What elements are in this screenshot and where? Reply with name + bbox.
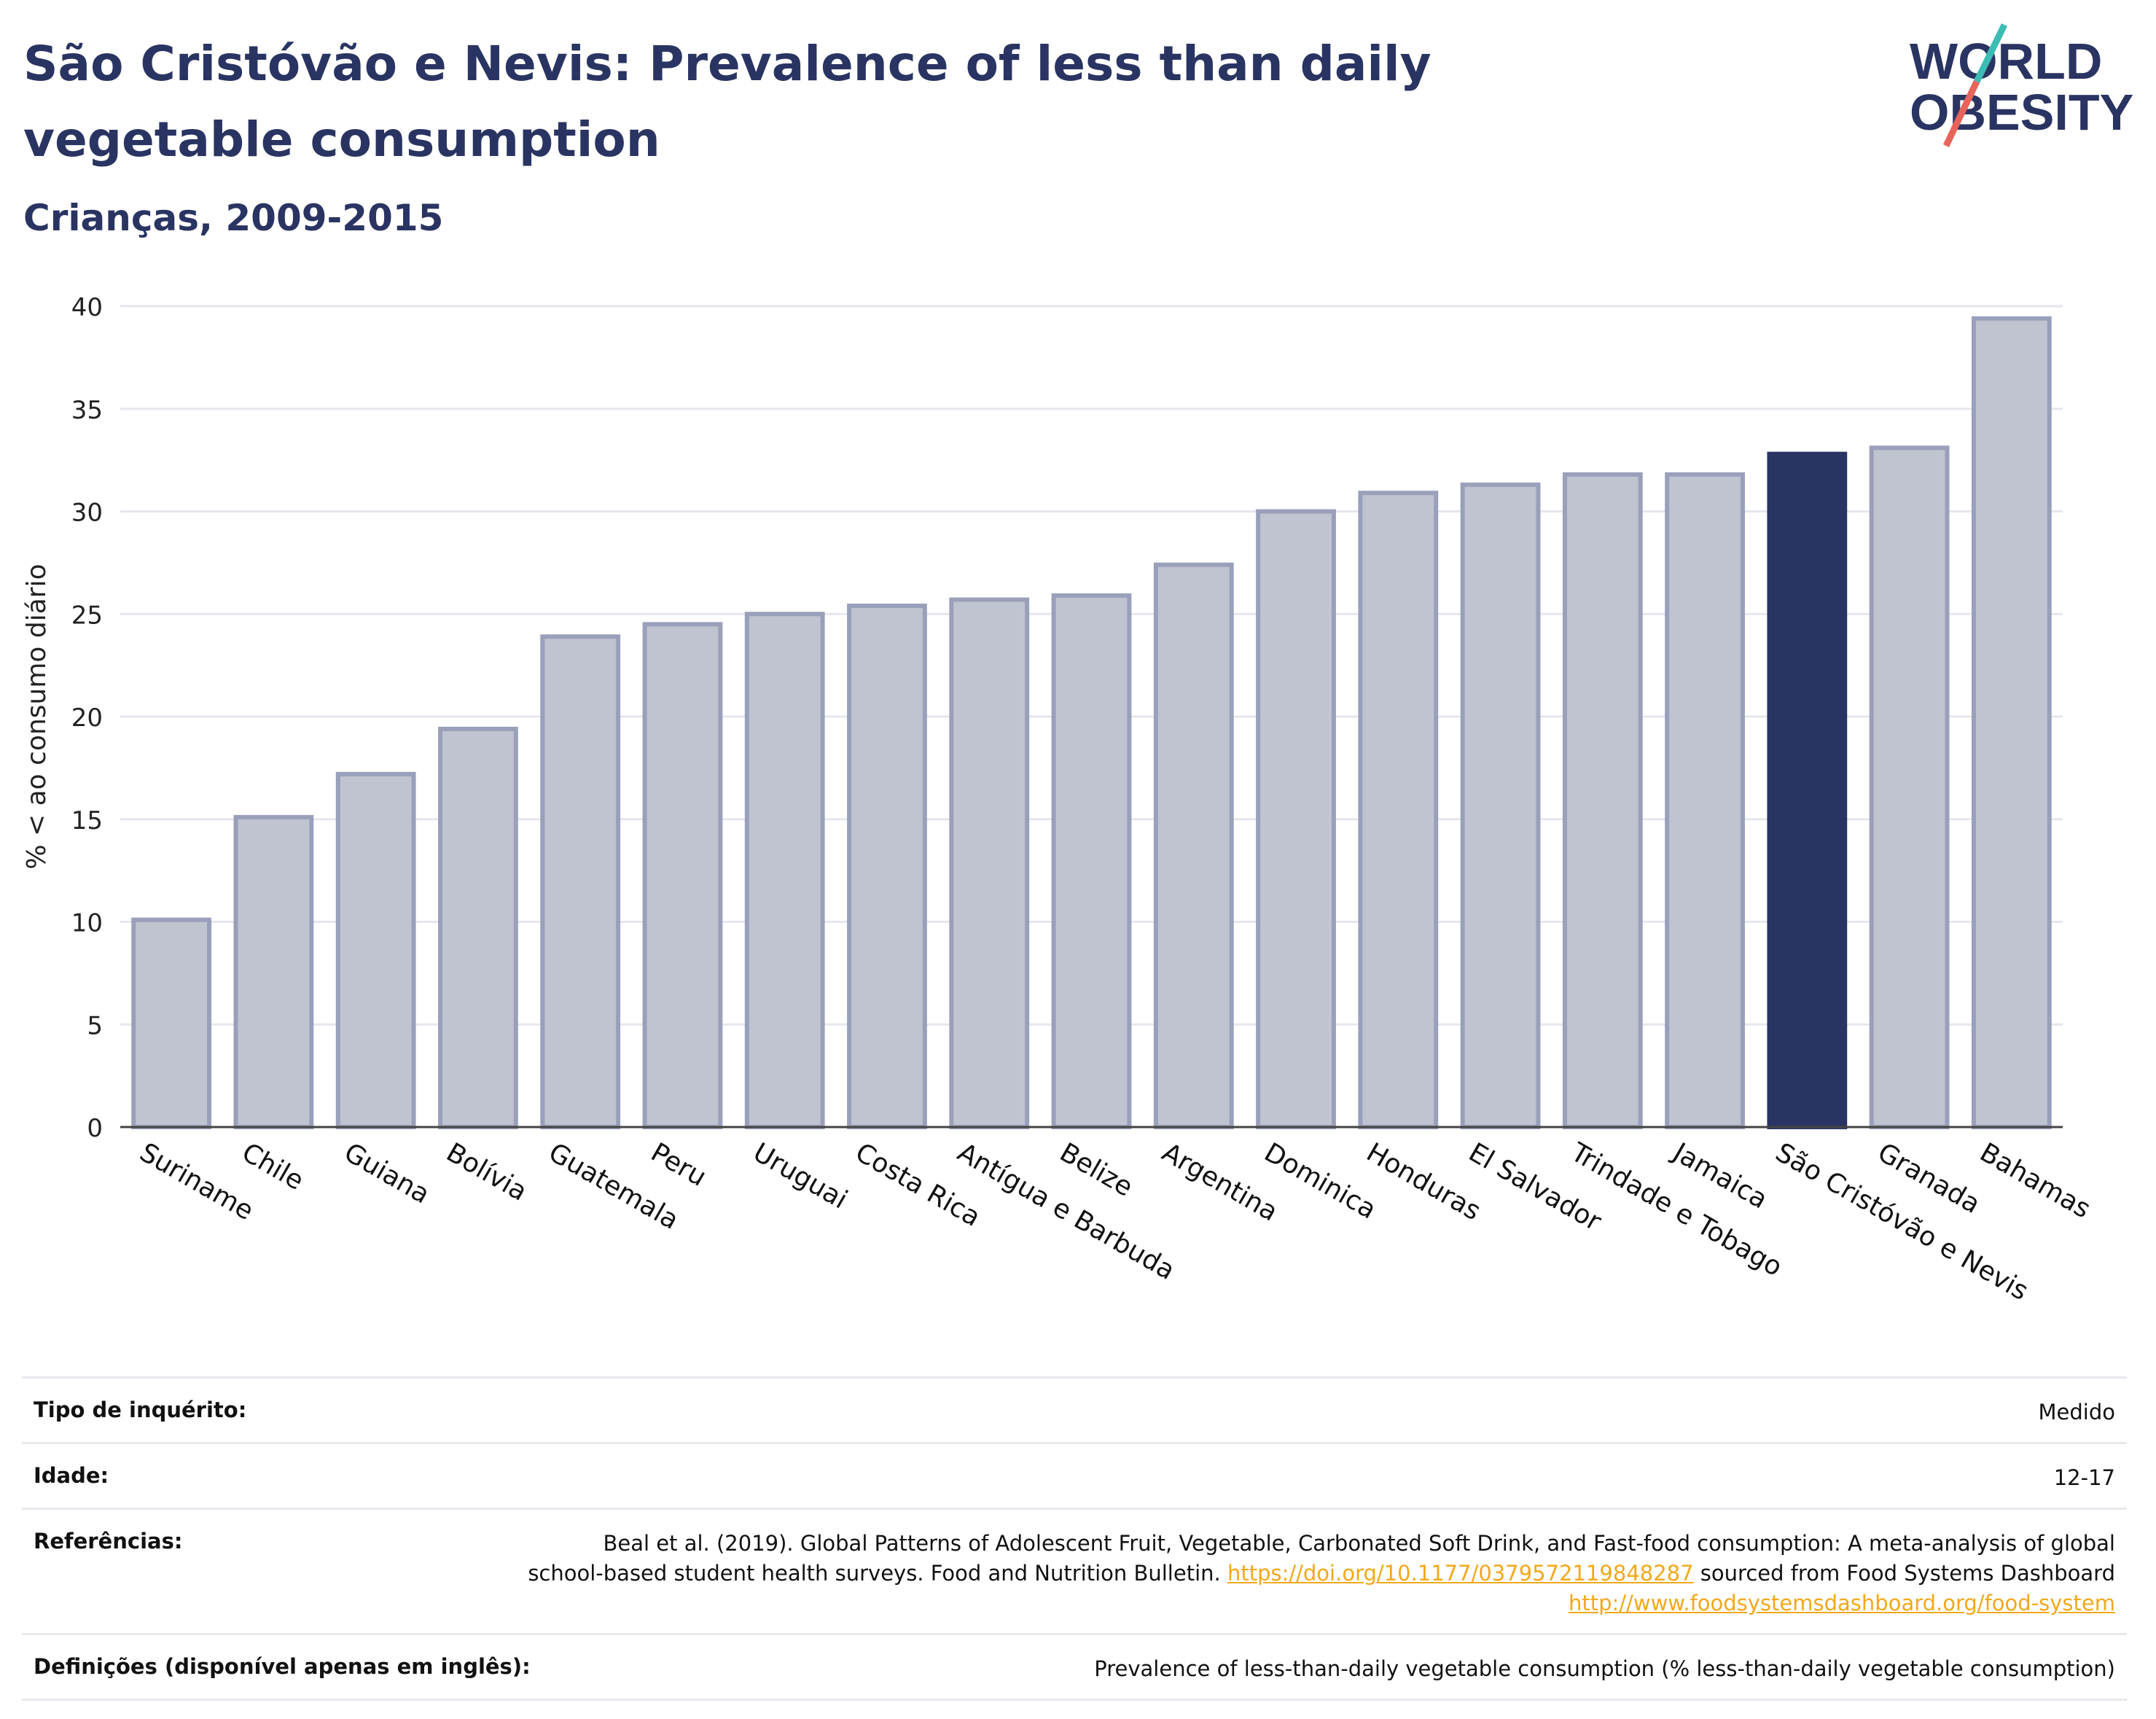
meta-value: 12-17: [2053, 1465, 2115, 1490]
y-tick-label: 15: [71, 806, 103, 835]
bar-costa-rica: [847, 603, 927, 1129]
metadata-table: Tipo de inquérito: Medido Idade: 12-17 R…: [22, 1376, 2127, 1701]
bar-ant-gua-e-barbuda: [949, 597, 1030, 1130]
meta-row-age: Idade: 12-17: [22, 1442, 2127, 1508]
y-tick-label: 20: [71, 703, 103, 733]
bar-jamaica: [1665, 472, 1745, 1129]
x-tick-label: Guiana: [339, 1137, 434, 1209]
bar-guiana: [335, 771, 416, 1129]
chart-bars: [131, 316, 2052, 1130]
logo-line2: OBESITY: [1910, 84, 2133, 141]
x-tick-label: Argentina: [1157, 1137, 1283, 1227]
bar-chile: [233, 814, 314, 1129]
meta-row-survey-type: Tipo de inquérito: Medido: [22, 1376, 2127, 1442]
bar-suriname: [131, 917, 212, 1129]
world-obesity-logo: WORLD OBESITY: [1910, 23, 2133, 147]
y-tick-label: 5: [87, 1011, 103, 1040]
y-tick-label: 10: [71, 909, 103, 938]
y-tick-label: 0: [87, 1114, 103, 1143]
x-tick-label: Suriname: [135, 1137, 259, 1226]
reference-text-mid: sourced from Food Systems Dashboard: [1693, 1561, 2115, 1586]
bar-s-o-crist-v-o-e-nevis: [1767, 451, 1848, 1129]
doi-link[interactable]: https://doi.org/10.1177/0379572119848287: [1227, 1561, 1694, 1586]
meta-row-definitions: Definições (disponível apenas em inglês)…: [22, 1633, 2127, 1701]
bar-dominica: [1256, 509, 1336, 1129]
meta-row-references: Referências: Beal et al. (2019). Global …: [22, 1508, 2127, 1633]
bar-belize: [1051, 593, 1132, 1130]
x-tick-label: Dominica: [1259, 1137, 1381, 1225]
x-tick-label: Bahamas: [1975, 1137, 2096, 1224]
meta-label: Definições (disponível apenas em inglês)…: [34, 1654, 531, 1679]
page-title: São Cristóvão e Nevis: Prevalence of les…: [23, 36, 1432, 168]
dashboard-link[interactable]: http://www.foodsystemsdashboard.org/food…: [1569, 1591, 2115, 1615]
page-subtitle: Crianças, 2009-2015: [23, 197, 444, 239]
logo-line1: WORLD: [1910, 33, 2102, 90]
bar-uruguai: [744, 612, 825, 1129]
bar-bahamas: [1971, 316, 2052, 1129]
x-tick-label: Belize: [1055, 1137, 1138, 1202]
x-tick-label: Uruguai: [748, 1137, 852, 1215]
bar-peru: [642, 622, 723, 1129]
x-tick-label: Peru: [646, 1137, 711, 1193]
meta-value: Prevalence of less-than-daily vegetable …: [1094, 1656, 2115, 1681]
y-tick-label: 35: [71, 396, 103, 425]
y-tick-label: 25: [71, 601, 103, 630]
meta-value-references: Beal et al. (2019). Global Patterns of A…: [526, 1529, 2115, 1618]
bar-el-salvador: [1460, 482, 1541, 1129]
bar-trindade-e-tobago: [1562, 472, 1643, 1129]
x-tick-label: Bolívia: [441, 1137, 532, 1207]
meta-label: Tipo de inquérito:: [34, 1398, 247, 1422]
y-tick-label: 30: [71, 499, 103, 528]
y-tick-label: 40: [71, 293, 103, 322]
x-tick-label: Chile: [237, 1137, 309, 1196]
bar-guatemala: [540, 634, 621, 1129]
y-axis-label: % < ao consumo diário: [22, 564, 52, 869]
reference-text: Beal et al. (2019). Global Patterns of A…: [528, 1531, 2115, 1586]
x-tick-label: Honduras: [1362, 1137, 1485, 1226]
meta-label: Idade:: [34, 1463, 109, 1488]
meta-label: Referências:: [34, 1529, 183, 1554]
bar-argentina: [1153, 562, 1234, 1129]
bar-bol-via: [438, 726, 518, 1129]
bar-honduras: [1358, 491, 1439, 1130]
bar-granada: [1869, 445, 1950, 1130]
y-axis-ticks: 0 5 10 15 20 25 30 35 40: [71, 293, 103, 1143]
meta-value: Medido: [2038, 1400, 2115, 1424]
